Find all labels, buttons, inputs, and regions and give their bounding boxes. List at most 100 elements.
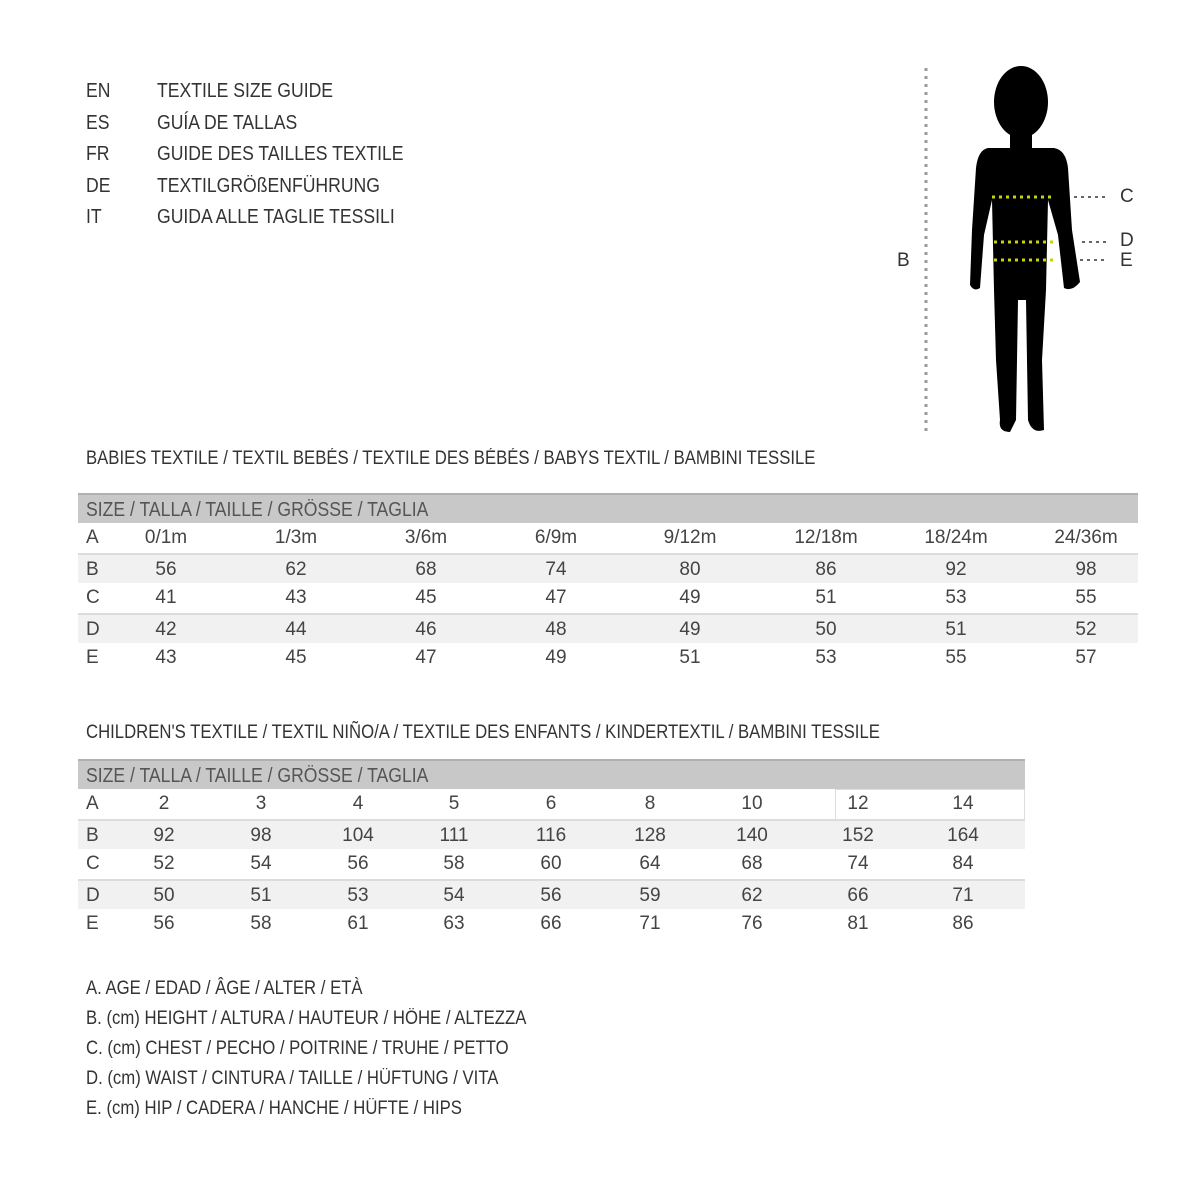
child-silhouette-figure [924,66,1106,432]
table-cell: 68 [415,559,437,580]
table-cell: 66 [847,885,869,906]
language-code: DE [86,174,111,197]
table-cell: 53 [815,647,837,668]
table-cell: 52 [153,853,175,874]
table-row: D 42 44 46 48 49 50 51 52 [78,613,1138,643]
table-cell: 64 [639,853,661,874]
language-code: IT [86,206,102,228]
table-cell: 43 [155,647,177,668]
table-row: E 56 58 61 63 66 71 76 81 86 [78,909,1025,939]
table-cell: 8 [644,793,656,814]
table-row: A 0/1m 1/3m 3/6m 6/9m 9/12m 12/18m 18/24m 24/36m [78,523,1138,553]
table-cell: 52 [1075,619,1097,640]
table-cell: 4 [352,793,364,814]
table-cell: 62 [285,559,307,580]
table-cell: 140 [736,825,768,846]
table-cell: 3/6m [404,527,448,548]
table-cell: 51 [945,619,967,640]
table-cell: 57 [1075,647,1097,668]
table-cell: 58 [250,913,272,934]
table-cell: 48 [545,619,567,640]
table-cell: 56 [347,853,369,874]
table-cell: 2 [158,793,170,814]
table-cell: 86 [952,913,974,934]
table-cell: 62 [741,885,763,906]
table-cell: 81 [847,913,869,934]
table-cell: 128 [634,825,666,846]
table-cell: 60 [540,853,562,874]
table-cell: 92 [153,825,175,846]
table-cell: 49 [679,587,701,608]
legend-item: C. (cm) CHEST / PECHO / POITRINE / TRUHE… [86,1038,509,1059]
table-cell: 45 [285,647,307,668]
table-cell: 55 [945,647,967,668]
table-cell: 116 [535,825,567,846]
table-cell: 50 [153,885,175,906]
table-cell: 54 [250,853,272,874]
table-cell: 84 [952,853,974,874]
language-title: TEXTILE SIZE GUIDE [157,80,334,102]
table-cell: 1/3m [274,527,318,548]
table-cell: 54 [443,885,465,906]
table-cell: 152 [842,825,874,846]
table-cell: 74 [847,853,869,874]
language-code: EN [86,80,111,102]
table-cell: 104 [342,825,374,846]
table-cell: 46 [415,619,437,640]
table-cell: 58 [443,853,465,874]
table-row: B 56 62 68 74 80 86 92 98 [78,553,1138,583]
cell-highlight-box [835,789,1025,819]
table-cell: 10 [741,793,763,814]
table-cell: 50 [815,619,837,640]
table-row: E 43 45 47 49 51 53 55 57 [78,643,1138,673]
table-cell: 24/36m [1054,527,1118,548]
language-title: TEXTILGRÖßENFÜHRUNG [157,174,380,197]
table-row: C 41 43 45 47 49 51 53 55 [78,583,1138,613]
figure-label-e: E [1120,250,1133,271]
table-cell: 80 [679,559,701,580]
figure-label-c: C [1120,186,1134,207]
table-header: SIZE / TALLA / TAILLE / GRÖSSE / TAGLIA [86,499,429,521]
figure-label-b: B [897,250,910,271]
table-cell: 51 [679,647,701,668]
table-row: B 92 98 104 111 116 128 140 152 164 [78,819,1025,849]
table-cell: 98 [1075,559,1097,580]
table-cell: 98 [250,825,272,846]
table-cell: 9/12m [663,527,717,548]
table-cell: 55 [1075,587,1097,608]
table-cell: 0/1m [144,527,188,548]
children-size-table: SIZE / TALLA / TAILLE / GRÖSSE / TAGLIA … [78,759,1025,939]
table-cell: 6/9m [534,527,578,548]
legend-item: A. AGE / EDAD / ÂGE / ALTER / ETÀ [86,978,363,999]
row-label: E [86,913,99,934]
row-label: E [86,647,99,668]
children-section-title: CHILDREN'S TEXTILE / TEXTIL NIÑO/A / TEX… [86,722,880,743]
row-label: C [86,587,100,608]
child-silhouette [970,66,1080,432]
table-cell: 47 [545,587,567,608]
table-row: D 50 51 53 54 56 59 62 66 71 [78,879,1025,909]
table-cell: 12/18m [794,527,858,548]
table-cell: 59 [639,885,661,906]
figure-label-d: D [1120,230,1134,251]
table-cell: 74 [545,559,567,580]
table-cell: 68 [741,853,763,874]
table-cell: 43 [285,587,307,608]
legend-item: B. (cm) HEIGHT / ALTURA / HAUTEUR / HÖHE… [86,1008,527,1029]
table-cell: 51 [250,885,272,906]
legend-item: D. (cm) WAIST / CINTURA / TAILLE / HÜFTU… [86,1068,499,1089]
table-cell: 51 [815,587,837,608]
row-label: D [86,885,100,906]
table-cell: 86 [815,559,837,580]
table-cell: 12 [847,793,869,814]
legend-item: E. (cm) HIP / CADERA / HANCHE / HÜFTE / … [86,1098,462,1119]
table-cell: 47 [415,647,437,668]
babies-section-title: BABIES TEXTILE / TEXTIL BEBÉS / TEXTILE … [86,448,816,469]
row-label: B [86,559,99,580]
table-cell: 5 [448,793,460,814]
table-cell: 92 [945,559,967,580]
table-row: A 2 3 4 5 6 8 10 12 14 [78,789,1025,819]
table-cell: 56 [540,885,562,906]
table-cell: 49 [545,647,567,668]
table-cell: 44 [285,619,307,640]
